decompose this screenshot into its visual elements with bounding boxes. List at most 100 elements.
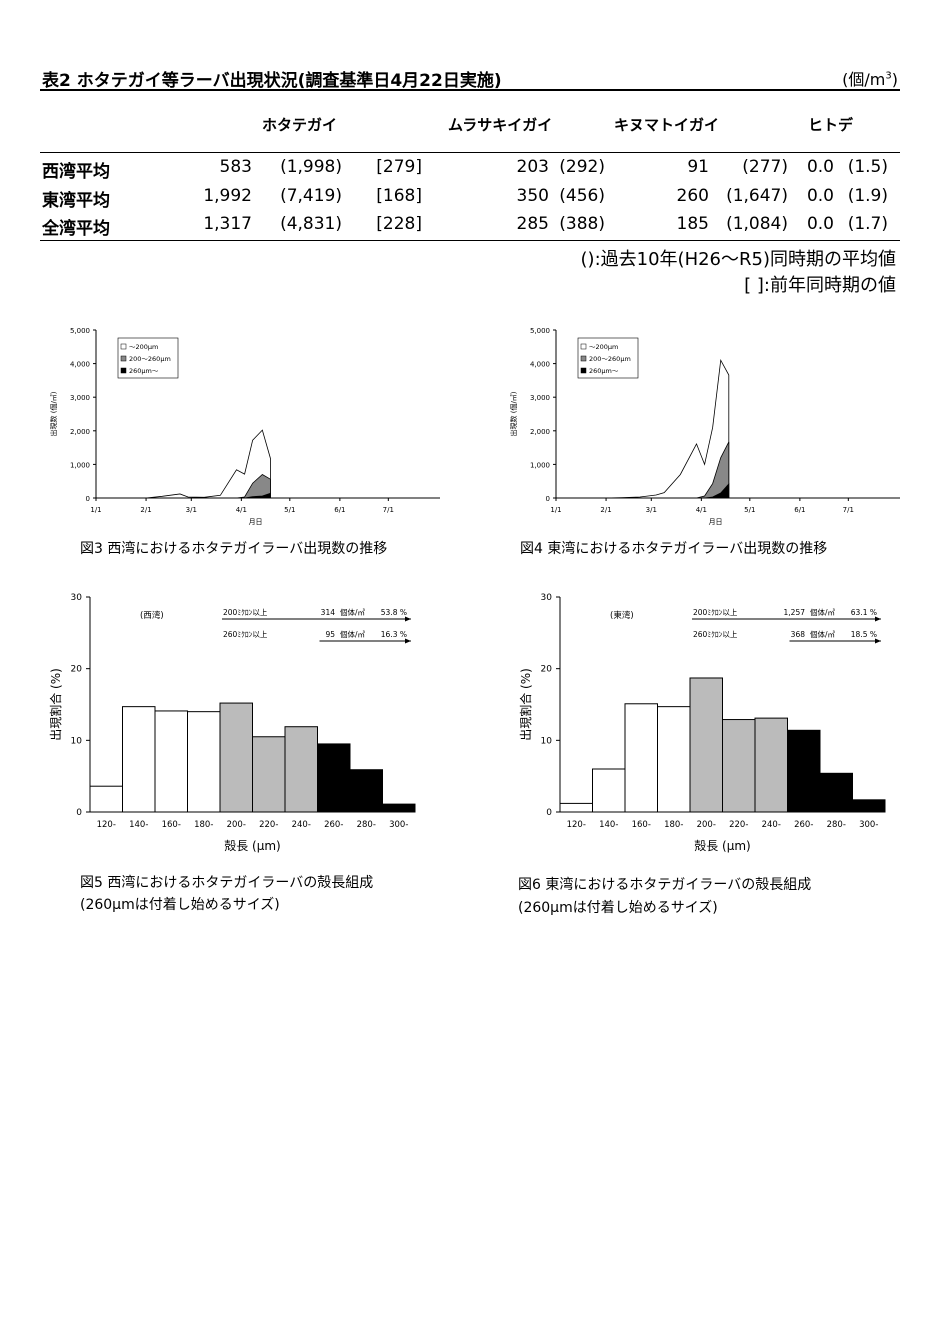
x-tick-label: 280-: [827, 820, 846, 830]
cell: 583: [219, 157, 252, 177]
series-area-260-over: [146, 492, 271, 499]
cell: 285: [516, 214, 549, 234]
table-title: 表2 ホタテガイ等ラーバ出現状況(調査基準日4月22日実施): [42, 71, 502, 91]
histogram-bar: [89, 785, 123, 813]
header-hitode: ヒトデ: [808, 116, 854, 134]
histogram-bar: [819, 772, 853, 813]
annotation-unit: 個体/㎥: [340, 629, 366, 639]
row-label: 東湾平均: [42, 191, 110, 211]
table-top-rule: [40, 89, 900, 91]
histogram-bar: [349, 769, 383, 813]
y-axis-label: 出現割合 (%): [518, 668, 533, 741]
x-tick-label: 160-: [162, 820, 181, 830]
histogram-bar: [754, 717, 788, 813]
y-tick-label: 5,000: [70, 327, 90, 335]
table-note-prev: [ ]:前年同時期の値: [744, 275, 896, 296]
cell: [279]: [376, 157, 422, 177]
cell: 350: [516, 186, 549, 206]
x-tick-label: 180-: [664, 820, 683, 830]
fig3-caption: 図3 西湾におけるホタテガイラーバ出現数の推移: [80, 541, 388, 557]
y-tick-label: 0: [86, 495, 90, 503]
histogram-bar: [382, 803, 416, 813]
cell: (1.5): [847, 157, 888, 177]
legend-label: 260μm～: [589, 367, 619, 375]
y-tick-label: 20: [71, 665, 83, 675]
histogram-bar: [657, 706, 691, 813]
histogram-bar: [592, 768, 626, 813]
fig4-caption: 図4 東湾におけるホタテガイラーバ出現数の推移: [520, 541, 828, 557]
fig5-caption: 図5 西湾におけるホタテガイラーバの殻長組成: [80, 875, 374, 891]
y-tick-label: 0: [546, 808, 552, 818]
y-axis-label: 出現割合 (%): [48, 668, 63, 741]
y-tick-label: 30: [71, 593, 83, 603]
histogram-bar: [317, 743, 351, 813]
fig6-bar-chart: 0 10 20 30 120- 140- 160- 180- 200- 220- 240- 260- 2…: [518, 593, 886, 853]
x-tick-label: 240-: [762, 820, 781, 830]
x-tick-label: 140-: [129, 820, 148, 830]
legend-label: ～200μm: [129, 343, 158, 351]
x-axis-label: 殻長 (μm): [694, 839, 751, 853]
cell: 0.0: [806, 157, 834, 177]
y-tick-label: 4,000: [70, 361, 90, 369]
cell: (277): [742, 157, 788, 177]
table-header-rule: [40, 152, 900, 153]
y-axis-label: 出現数 (個/㎥): [509, 391, 518, 436]
legend-swatch: [580, 343, 587, 350]
cell: [228]: [376, 214, 422, 234]
x-tick-label: 5/1: [284, 506, 295, 514]
x-tick-label: 120-: [97, 820, 116, 830]
cell: 0.0: [806, 214, 834, 234]
annotation-arrowhead: [875, 616, 881, 622]
x-tick-label: 200-: [227, 820, 246, 830]
x-tick-label: 200-: [697, 820, 716, 830]
fig6-caption-note: (260μmは付着し始めるサイズ): [518, 900, 718, 916]
legend-label: ～200μm: [589, 343, 618, 351]
x-tick-label: 2/1: [140, 506, 151, 514]
y-tick-label: 2,000: [530, 428, 550, 436]
annotation-pct: 18.5 %: [851, 630, 877, 639]
annotation-unit: 個体/㎥: [810, 607, 836, 617]
legend-box: [577, 337, 639, 379]
annotation-label: 260ﾐｸﾛﾝ以上: [223, 630, 268, 639]
area-label: (東湾): [610, 610, 634, 621]
x-tick-label: 4/1: [696, 506, 707, 514]
histogram-bar: [624, 703, 658, 813]
legend-swatch: [120, 367, 127, 374]
x-tick-label: 260-: [324, 820, 343, 830]
x-tick-label: 280-: [357, 820, 376, 830]
legend-label: 200～260μm: [589, 355, 631, 363]
x-axis-label: 月日: [249, 518, 263, 526]
area-label: (西湾): [140, 610, 164, 621]
legend-box: [117, 337, 179, 379]
x-axis-label: 殻長 (μm): [224, 839, 281, 853]
annotation-count: 368: [791, 630, 806, 639]
fig3-line-chart: 0 1,000 2,000 3,000 4,000 5,000 1/1 2/1 3/1 4/1 5/…: [49, 327, 440, 526]
fig5-bar-chart: 0 10 20 30 120- 140- 160- 180- 200- 220- 240- 260- 2…: [48, 593, 416, 853]
x-tick-label: 220-: [259, 820, 278, 830]
cell: (1,647): [726, 186, 788, 206]
fig6-caption: 図6 東湾におけるホタテガイラーバの殻長組成: [518, 877, 812, 893]
cell: [168]: [376, 186, 422, 206]
annotation-pct: 53.8 %: [381, 608, 407, 617]
x-tick-label: 240-: [292, 820, 311, 830]
y-tick-label: 2,000: [70, 428, 90, 436]
histogram-bar: [852, 799, 886, 813]
histogram-bar: [722, 719, 756, 813]
legend-swatch: [120, 343, 127, 350]
x-tick-label: 3/1: [646, 506, 657, 514]
annotation-label: 200ﾐｸﾛﾝ以上: [693, 608, 738, 617]
x-tick-label: 6/1: [334, 506, 345, 514]
header-murasakiigai: ムラサキイガイ: [448, 116, 553, 134]
x-tick-label: 1/1: [550, 506, 561, 514]
x-tick-label: 120-: [567, 820, 586, 830]
y-tick-label: 10: [71, 736, 83, 746]
cell: 260: [676, 186, 709, 206]
x-tick-label: 2/1: [600, 506, 611, 514]
x-tick-label: 1/1: [90, 506, 101, 514]
cell: (7,419): [280, 186, 342, 206]
table-note-avg: ():過去10年(H26～R5)同時期の平均値: [580, 249, 896, 270]
histogram-bar: [689, 677, 723, 813]
annotation-label: 260ﾐｸﾛﾝ以上: [693, 630, 738, 639]
x-tick-label: 300-: [859, 820, 878, 830]
x-tick-label: 260-: [794, 820, 813, 830]
